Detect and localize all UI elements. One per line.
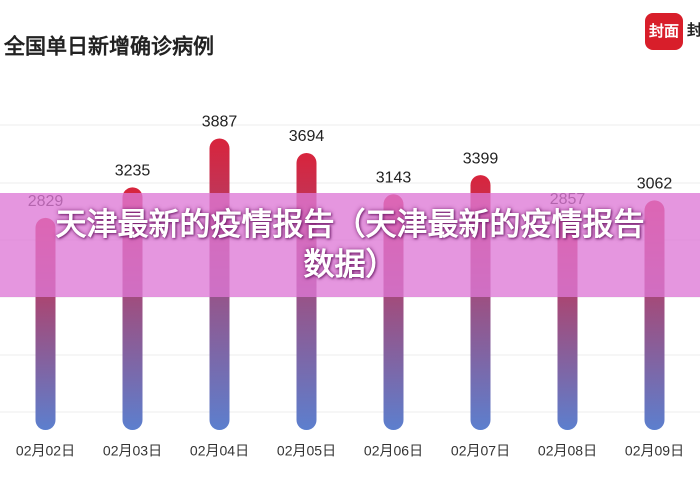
x-tick-label: 02月07日: [451, 443, 510, 459]
logo-badge: 封面: [649, 22, 679, 40]
logo-name: 封: [687, 21, 700, 39]
x-tick-label: 02月06日: [364, 443, 423, 459]
x-tick-label: 02月05日: [277, 443, 336, 459]
x-tick-label: 02月08日: [538, 443, 597, 459]
chart-title: 全国单日新增确诊病例: [3, 35, 214, 59]
value-label: 3694: [289, 128, 325, 145]
value-label: 3887: [202, 114, 238, 131]
logo-badge-bg: [645, 13, 683, 50]
banner-text: 天津最新的疫情报告（天津最新的疫情报告数据）: [55, 207, 645, 283]
value-label: 3235: [115, 163, 151, 180]
x-tick-label: 02月02日: [16, 443, 75, 459]
x-tick-label: 02月04日: [190, 443, 249, 459]
banner: 天津最新的疫情报告（天津最新的疫情报告数据）: [0, 193, 700, 297]
value-label: 3399: [463, 150, 499, 167]
x-tick-label: 02月09日: [625, 443, 684, 459]
value-label: 3062: [637, 176, 673, 193]
value-label: 3143: [376, 169, 412, 186]
x-tick-label: 02月03日: [103, 443, 162, 459]
